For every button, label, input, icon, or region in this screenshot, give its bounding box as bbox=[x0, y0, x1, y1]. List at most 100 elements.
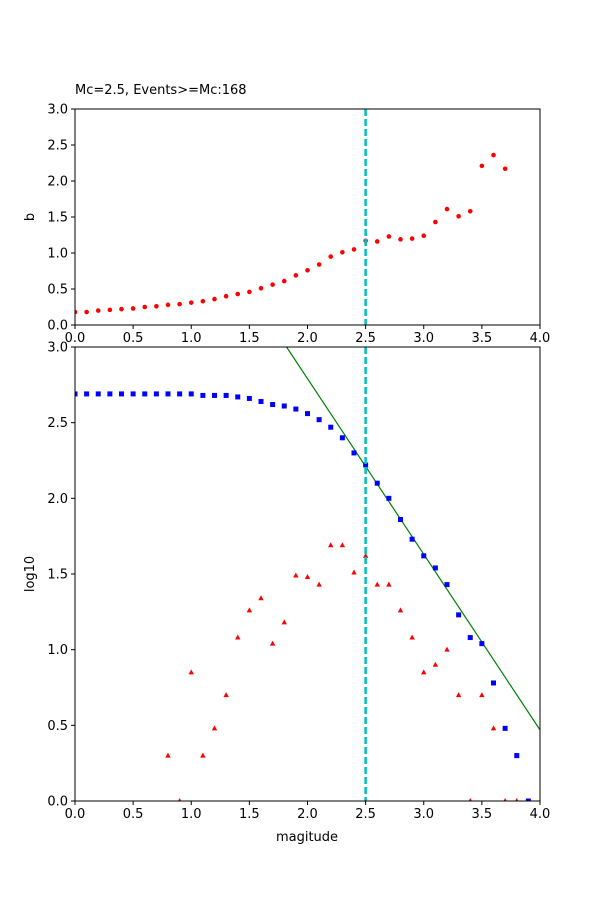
bottom-series-0-point bbox=[212, 392, 217, 398]
bottom-series-0-point bbox=[351, 450, 357, 456]
bottom-series-1-point bbox=[432, 661, 439, 667]
bottom-series-0-point bbox=[374, 480, 380, 486]
top-y-tick-label: 0.0 bbox=[47, 319, 68, 334]
bottom-y-tick-label: 1.5 bbox=[47, 568, 68, 583]
bottom-series-1-point bbox=[211, 725, 218, 731]
bottom-series-0-point bbox=[456, 612, 462, 618]
top-series-0-point bbox=[130, 306, 136, 311]
bottom-series-0-point bbox=[421, 553, 427, 559]
top-series-0-point bbox=[95, 308, 101, 313]
bottom-series-0-point bbox=[339, 435, 345, 441]
bottom-series-1-point bbox=[316, 581, 322, 587]
top-series-0-point bbox=[119, 306, 124, 312]
top-series-0-point bbox=[212, 296, 217, 302]
top-series-0-point bbox=[142, 304, 148, 310]
top-series-0-point bbox=[293, 273, 299, 278]
top-y-tick-label: 3.0 bbox=[47, 103, 68, 118]
top-series-0-point bbox=[258, 285, 264, 291]
bottom-series-1-point bbox=[515, 798, 519, 801]
top-y-tick-label: 1.5 bbox=[47, 211, 68, 226]
bottom-series-1-point bbox=[188, 669, 194, 675]
top-series-0-point bbox=[281, 278, 287, 284]
bottom-series-0-point bbox=[270, 402, 276, 408]
bottom-series-1-point bbox=[269, 640, 276, 646]
top-x-tick-label: 0.5 bbox=[123, 331, 144, 346]
top-x-tick-label: 2.0 bbox=[297, 331, 318, 346]
top-x-tick-label: 0.0 bbox=[65, 331, 86, 346]
bottom-series-1-point bbox=[444, 646, 450, 652]
top-plot-area bbox=[75, 109, 508, 325]
frequency-magnitude-panel: magitude log10 0.0 0.5 1.0 1.5 2.0 2.5 3.0 3.5 4… bbox=[23, 341, 550, 846]
bottom-series-0-point bbox=[281, 403, 287, 409]
top-series-0-point bbox=[433, 219, 438, 225]
bottom-series-0-point bbox=[432, 565, 438, 571]
bottom-y-tick-label: 0.0 bbox=[47, 795, 68, 810]
bottom-series-0-point bbox=[200, 392, 206, 398]
top-series-0-point bbox=[374, 239, 380, 244]
bottom-series-1-point bbox=[281, 619, 287, 625]
top-series-0-point bbox=[247, 289, 252, 295]
bottom-series-1-point bbox=[490, 725, 497, 731]
top-y-tick-label: 0.5 bbox=[47, 283, 68, 298]
top-y-tick-label: 2.0 bbox=[47, 175, 68, 190]
bottom-x-tick-label: 3.5 bbox=[472, 807, 493, 822]
top-series-0-point bbox=[467, 208, 473, 214]
bottom-y-tick-label: 0.5 bbox=[47, 719, 68, 734]
bottom-series-1-point bbox=[223, 692, 229, 698]
bottom-series-0-point bbox=[165, 391, 171, 397]
bottom-series-0-point bbox=[188, 391, 194, 397]
bottom-y-tick-label: 3.0 bbox=[47, 341, 68, 356]
bottom-series-1-point bbox=[200, 752, 206, 758]
top-series-0-point bbox=[479, 163, 485, 169]
bottom-y-tick-label: 2.5 bbox=[47, 416, 68, 431]
bottom-plot-area bbox=[75, 347, 540, 801]
bottom-series-0-point bbox=[246, 395, 252, 401]
top-series-0-point bbox=[444, 206, 450, 212]
top-series-0-point bbox=[75, 309, 78, 315]
bottom-series-0-point bbox=[363, 462, 369, 468]
bottom-x-tick-label: 1.0 bbox=[181, 807, 202, 822]
top-series-0-point bbox=[456, 213, 461, 219]
top-series-0-point bbox=[340, 249, 345, 255]
bottom-y-axis-label: log10 bbox=[23, 556, 38, 592]
top-series-0-point bbox=[270, 282, 275, 287]
bottom-series-1-point bbox=[468, 798, 472, 801]
top-series-0-point bbox=[107, 307, 113, 313]
top-series-0-point bbox=[491, 152, 496, 158]
bottom-series-0-point bbox=[502, 725, 508, 731]
bottom-series-0-point bbox=[479, 641, 485, 647]
bottom-x-tick-label: 2.0 bbox=[297, 807, 318, 822]
bottom-series-0-point bbox=[316, 417, 322, 423]
bottom-series-0-point bbox=[305, 411, 310, 417]
top-series-0-point bbox=[316, 262, 322, 267]
bottom-series-1-point bbox=[178, 798, 182, 801]
bottom-series-0-point bbox=[409, 536, 415, 542]
bottom-series-1-point bbox=[328, 542, 334, 548]
top-series-0-point bbox=[328, 254, 334, 259]
top-x-tick-label: 3.0 bbox=[413, 331, 434, 346]
bottom-series-1-point bbox=[293, 572, 299, 578]
top-series-0-point bbox=[223, 293, 229, 299]
top-x-tick-label: 4.0 bbox=[530, 331, 551, 346]
bottom-x-tick-label: 0.0 bbox=[65, 807, 86, 822]
bottom-series-0-point bbox=[491, 680, 496, 686]
bottom-series-0-point bbox=[119, 391, 124, 397]
top-series-0-point bbox=[386, 234, 392, 239]
bottom-series-1-point bbox=[351, 569, 357, 575]
top-series-0-point bbox=[351, 247, 357, 252]
bottom-series-0-point bbox=[153, 391, 159, 397]
bottom-series-0-point bbox=[235, 394, 241, 400]
top-series-0-point bbox=[398, 237, 403, 242]
bottom-series-0-point bbox=[514, 753, 520, 759]
bottom-series-0-point bbox=[525, 798, 531, 801]
bottom-x-tick-label: 2.5 bbox=[355, 807, 376, 822]
bottom-series-1-point bbox=[479, 692, 485, 698]
bottom-series-1-point bbox=[165, 752, 171, 758]
top-y-axis-label: b bbox=[23, 213, 38, 221]
bottom-series-0-point bbox=[84, 391, 90, 397]
top-series-0-point bbox=[409, 236, 415, 241]
bottom-x-tick-label: 3.0 bbox=[413, 807, 434, 822]
bottom-series-0-point bbox=[107, 391, 113, 397]
top-series-0-point bbox=[502, 166, 508, 172]
